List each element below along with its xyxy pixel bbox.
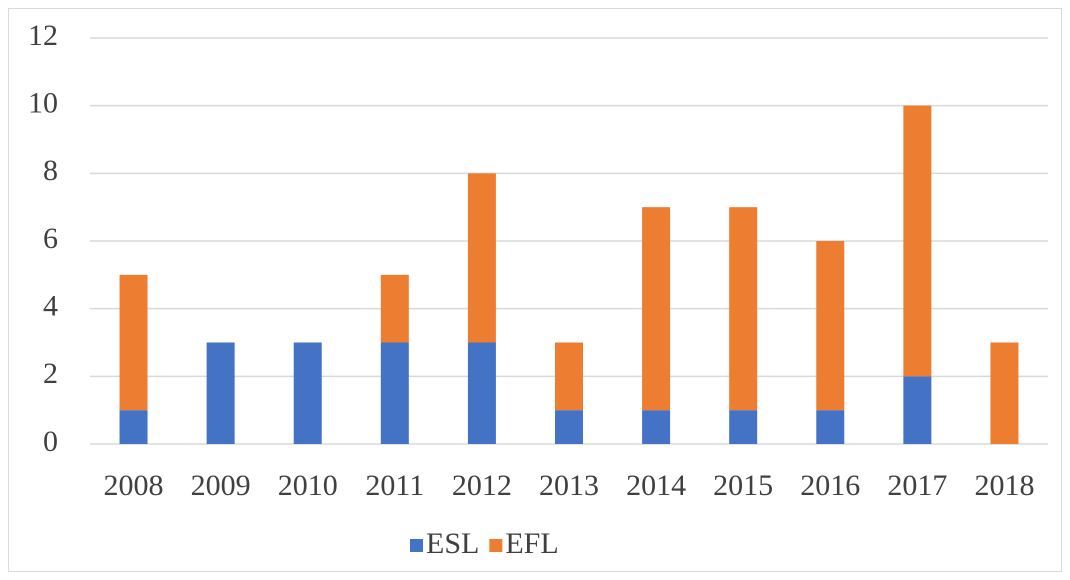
- bar-segment: [555, 342, 583, 411]
- y-tick-label: 6: [43, 222, 58, 255]
- x-tick-label: 2008: [104, 469, 164, 502]
- y-tick-label: 10: [28, 87, 58, 120]
- x-tick-label: 2012: [452, 469, 512, 502]
- bar-segment: [119, 274, 148, 411]
- x-tick-label: 2016: [800, 469, 860, 502]
- bar-segment: [816, 241, 845, 411]
- x-tick-label: 2018: [974, 469, 1034, 502]
- bar-segment: [555, 410, 583, 444]
- bar-segment: [729, 410, 758, 444]
- bar-segment: [119, 410, 148, 444]
- legend-label: ESL: [426, 527, 479, 560]
- x-tick-label: 2010: [278, 469, 338, 502]
- chart-border: [8, 8, 1062, 572]
- bar-segment: [467, 342, 496, 444]
- bar-segment: [903, 376, 932, 444]
- bar-segment: [467, 173, 496, 343]
- legend-swatch: [489, 539, 503, 552]
- bar-segment: [816, 410, 845, 444]
- y-tick-label: 12: [28, 19, 58, 52]
- x-tick-label: 2013: [539, 469, 599, 502]
- bar-segment: [990, 342, 1019, 444]
- x-tick-label: 2011: [365, 469, 424, 502]
- y-tick-label: 8: [43, 154, 58, 187]
- x-tick-label: 2015: [713, 469, 773, 502]
- x-tick-label: 2009: [191, 469, 251, 502]
- bar-segment: [380, 274, 409, 343]
- bar-segment: [293, 342, 322, 444]
- legend-swatch: [410, 539, 423, 552]
- y-tick-label: 2: [43, 357, 58, 390]
- x-tick-label: 2014: [626, 469, 686, 502]
- bar-segment: [642, 207, 671, 411]
- bar-segment: [206, 342, 235, 444]
- y-tick-label: 4: [43, 290, 58, 323]
- y-tick-label: 0: [43, 425, 58, 458]
- bar-segment: [380, 342, 409, 444]
- legend-label: EFL: [505, 527, 558, 560]
- bar-segment: [903, 105, 932, 377]
- bar-segment: [729, 207, 758, 411]
- bar-segment: [642, 410, 671, 444]
- x-tick-label: 2017: [887, 469, 947, 502]
